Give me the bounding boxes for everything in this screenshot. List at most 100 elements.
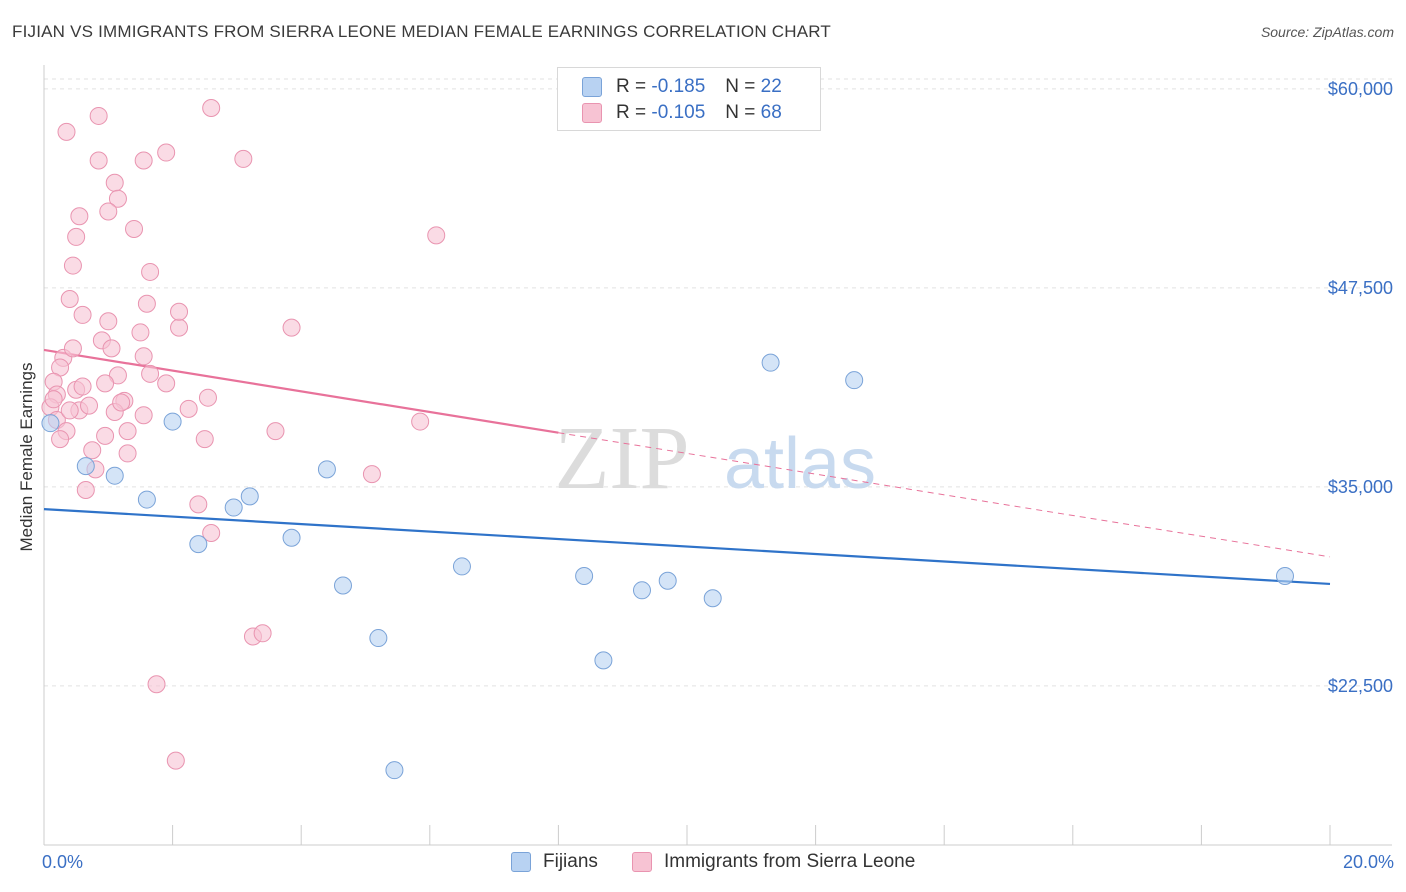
legend-item-fijians: Fijians — [511, 851, 598, 873]
fijian-point — [282, 528, 301, 547]
r-label: R = — [616, 76, 647, 97]
sierra-leone-point — [170, 318, 189, 337]
fijian-point — [76, 457, 95, 476]
fijian-point — [385, 761, 404, 780]
sierra-leone-point — [157, 374, 176, 393]
sierra-leone-point — [76, 481, 95, 500]
sierra-leone-point — [102, 339, 121, 358]
fijian-point — [224, 498, 243, 517]
legend-row-sierra-leone: R = -0.105 N = 68 — [582, 101, 782, 125]
sierra-leone-point — [134, 347, 153, 366]
sierra-leone-point — [189, 495, 208, 514]
r-value: -0.185 — [651, 76, 706, 97]
sierra-leone-point — [170, 302, 189, 321]
fijians-legend-swatch — [511, 852, 531, 872]
sierra-leone-point — [60, 401, 79, 420]
fijians-swatch — [582, 77, 602, 97]
correlation-legend: R = -0.185 N = 22 R = -0.105 N = 68 — [557, 67, 821, 131]
sierra-leone-point — [282, 318, 301, 337]
sierra-leone-point — [83, 441, 102, 460]
sierra-leone-point — [253, 624, 272, 643]
y-tick-labels: $22,500 $35,000 $47,500 $60,000 — [1328, 79, 1393, 696]
watermark: ZIP atlas — [555, 409, 877, 508]
sierra-leone-point — [137, 294, 156, 313]
fijian-point — [41, 414, 60, 433]
sierra-leone-point — [134, 406, 153, 425]
x-tick-label-max: 20.0% — [1342, 852, 1394, 872]
y-tick-label: $35,000 — [1328, 477, 1393, 497]
fijian-point — [333, 576, 352, 595]
fijian-point — [163, 412, 182, 431]
fijian-point — [703, 589, 722, 608]
sierra-leone-point — [96, 426, 115, 445]
legend-label: Fijians — [543, 851, 598, 872]
fijian-point — [317, 460, 336, 479]
sierra-leone-point — [73, 305, 92, 324]
sierra-leone-point — [73, 377, 92, 396]
sierra-leone-point — [80, 396, 99, 415]
fijian-point — [632, 581, 651, 600]
sierra-leone-point — [99, 312, 118, 331]
trend-line — [43, 508, 1331, 586]
sierra-leone-point — [179, 399, 198, 418]
sierra-leone-point — [427, 226, 446, 245]
fijian-point — [594, 651, 613, 670]
sierra-leone-point — [89, 106, 108, 125]
sierra-leone-swatch — [582, 103, 602, 123]
data-points — [41, 98, 1294, 780]
sierra-leone-point — [108, 189, 127, 208]
sierra-leone-point — [63, 339, 82, 358]
sierra-leone-point — [63, 256, 82, 275]
axes — [43, 65, 1392, 846]
sierra-leone-point — [198, 388, 217, 407]
sierra-leone-point — [202, 98, 221, 117]
sierra-leone-point — [51, 430, 70, 449]
fijian-point — [369, 629, 388, 648]
sierra-leone-point — [57, 122, 76, 141]
sierra-leone-point — [105, 173, 124, 192]
y-axis-label: Median Female Earnings — [17, 362, 36, 552]
chart-source: Source: ZipAtlas.com — [1260, 24, 1394, 40]
sierra-leone-point — [362, 465, 381, 484]
fijian-point — [761, 353, 780, 372]
fijian-point — [1275, 566, 1294, 585]
trend-line — [43, 348, 559, 434]
series-legend: Fijians Immigrants from Sierra Leone — [0, 851, 1406, 877]
chart-title: FIJIAN VS IMMIGRANTS FROM SIERRA LEONE M… — [12, 22, 831, 41]
trend-lines — [43, 348, 1331, 586]
sierra-leone-point — [134, 151, 153, 170]
sierra-leone-point — [131, 323, 150, 342]
fijian-point — [105, 466, 124, 485]
y-tick-label: $47,500 — [1328, 278, 1393, 298]
r-label: R = — [616, 102, 647, 123]
sierra-leone-point — [70, 207, 89, 226]
trend-line-extension — [558, 432, 1331, 558]
x-tick-label-min: 0.0% — [42, 852, 84, 872]
fijian-point — [658, 571, 677, 590]
sierra-leone-point — [112, 393, 131, 412]
n-label: N = — [725, 76, 756, 97]
sierra-leone-point — [99, 202, 118, 221]
fijian-point — [845, 371, 864, 390]
watermark-zip: ZIP — [555, 409, 690, 508]
sierra-leone-point — [108, 366, 127, 385]
fijian-point — [575, 566, 594, 585]
sierra-leone-point — [67, 227, 86, 246]
legend-item-sierra-leone: Immigrants from Sierra Leone — [632, 851, 915, 873]
r-value: -0.105 — [651, 102, 706, 123]
sierra-leone-point — [125, 219, 144, 238]
sierra-leone-point — [96, 374, 115, 393]
sierra-leone-point — [118, 422, 137, 441]
n-value: 68 — [760, 102, 782, 123]
sierra-leone-point — [118, 444, 137, 463]
sierra-leone-point — [157, 143, 176, 162]
sierra-leone-point — [166, 751, 185, 770]
sierra-leone-point — [44, 390, 63, 409]
sierra-leone-point — [266, 422, 285, 441]
sierra-leone-point — [141, 364, 160, 383]
fijian-point — [189, 535, 208, 554]
legend-label: Immigrants from Sierra Leone — [664, 851, 916, 872]
legend-row-fijians: R = -0.185 N = 22 — [582, 75, 782, 99]
fijian-point — [240, 487, 259, 506]
